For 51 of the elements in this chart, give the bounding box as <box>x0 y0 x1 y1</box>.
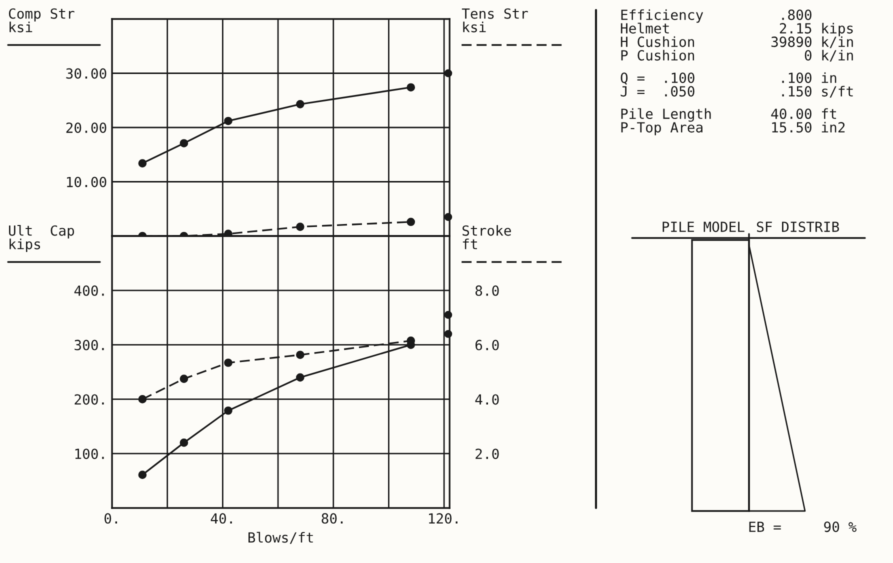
text: Pile Length 40.00 ft <box>621 108 836 122</box>
y2-tick-label: 6.0 <box>476 340 499 350</box>
point <box>224 358 232 367</box>
point <box>180 374 188 383</box>
y-tick-label: 20.00 <box>66 122 106 134</box>
x-tick-label: 120. <box>429 513 458 524</box>
point <box>406 83 416 92</box>
point <box>406 218 416 226</box>
text: Q = .100 .100 in <box>620 72 836 85</box>
y-tick-label: 100. <box>75 448 104 460</box>
point <box>224 116 232 126</box>
text: SF DISTRIB <box>756 222 839 232</box>
x-tick-label: 0. <box>104 513 118 524</box>
point <box>138 395 147 404</box>
y2-tick-label: 8.0 <box>475 285 499 296</box>
text: J = .050 .150 s/ft <box>620 86 853 98</box>
point <box>180 139 188 148</box>
point <box>296 373 304 382</box>
point <box>444 310 452 319</box>
point <box>444 69 452 78</box>
point <box>296 350 304 360</box>
y2-tick-label: 4.0 <box>475 394 499 405</box>
point <box>296 100 304 108</box>
point <box>224 230 232 236</box>
text: H Cushion 39890 k/in <box>620 36 853 48</box>
x-tick-label: 80. <box>322 513 343 524</box>
y-tick-label: 200. <box>74 394 104 405</box>
text: EB = 90 % <box>749 522 856 532</box>
text: P Cushion 0 k/in <box>621 50 853 62</box>
y-tick-label: 30.00 <box>66 68 106 79</box>
y2-axis-title: Tens Str ksi <box>462 8 528 32</box>
y-axis-title: Ult Cap kips <box>8 225 74 252</box>
x-tick-label: 40. <box>210 513 232 524</box>
point <box>224 406 232 415</box>
point <box>180 438 188 447</box>
point <box>138 159 147 168</box>
point <box>138 470 147 479</box>
y2-tick-label: 2.0 <box>476 448 499 460</box>
point <box>444 213 452 221</box>
text: Efficiency .800 <box>621 9 812 23</box>
y-axis-title: Comp Str ksi <box>8 8 74 32</box>
text: PILE MODEL <box>662 222 744 232</box>
y-tick-label: 300. <box>74 340 104 350</box>
y-tick-label: 10.00 <box>67 176 106 188</box>
text: P-Top Area 15.50 in2 <box>621 122 845 136</box>
point <box>444 330 452 338</box>
point <box>296 222 304 231</box>
x-axis-title: Blows/ft <box>248 532 313 544</box>
text: Helmet 2.15 kips <box>620 22 853 36</box>
y2-axis-title: Stroke ft <box>462 225 511 250</box>
y-tick-label: 400. <box>74 285 104 296</box>
